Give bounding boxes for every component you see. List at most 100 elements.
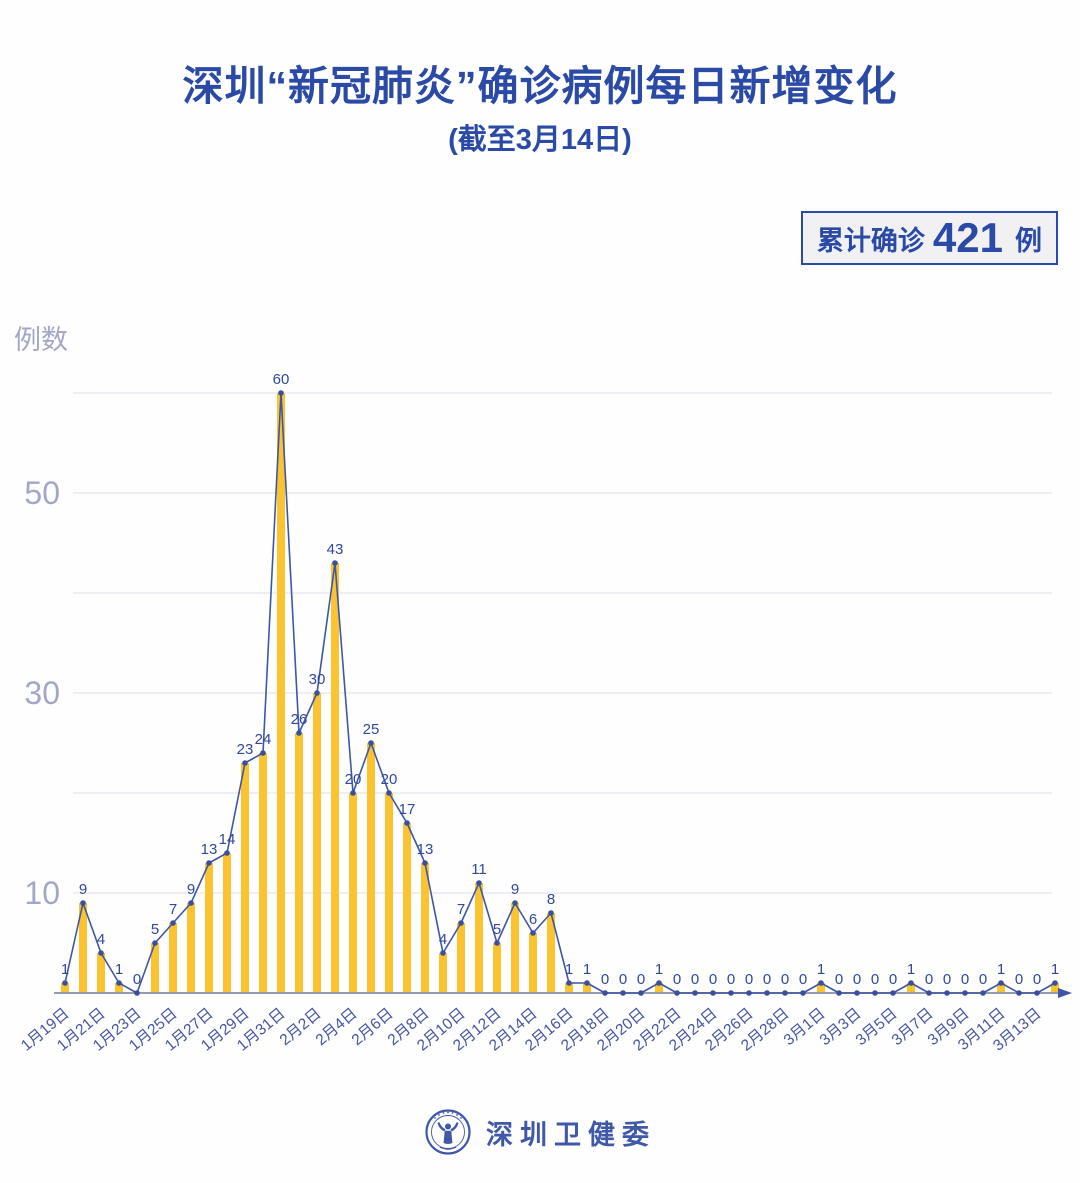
- data-point-marker: [1016, 990, 1022, 996]
- data-point-marker: [350, 790, 356, 796]
- data-point-marker: [260, 750, 266, 756]
- data-point-marker: [422, 860, 428, 866]
- bar: [475, 883, 483, 993]
- data-point-marker: [782, 990, 788, 996]
- value-label: 13: [417, 841, 434, 858]
- value-label: 0: [871, 971, 879, 988]
- bar: [439, 953, 447, 993]
- data-point-marker: [80, 900, 86, 906]
- data-point-marker: [854, 990, 860, 996]
- x-axis-arrow: [1058, 988, 1072, 998]
- value-label: 11: [471, 861, 487, 878]
- value-label: 0: [601, 971, 609, 988]
- value-label: 0: [745, 971, 753, 988]
- data-point-marker: [278, 390, 284, 396]
- data-point-marker: [818, 980, 824, 986]
- data-point-marker: [1052, 980, 1058, 986]
- data-point-marker: [458, 920, 464, 926]
- bar: [331, 563, 339, 993]
- data-point-marker: [206, 860, 212, 866]
- bar: [655, 983, 663, 993]
- data-point-marker: [476, 880, 482, 886]
- value-label: 5: [151, 921, 159, 938]
- data-point-marker: [962, 990, 968, 996]
- bar: [349, 793, 357, 993]
- data-point-marker: [62, 980, 68, 986]
- data-point-marker: [98, 950, 104, 956]
- bar: [115, 983, 123, 993]
- value-label: 7: [457, 901, 465, 918]
- value-label: 9: [511, 881, 519, 898]
- value-label: 25: [363, 721, 380, 738]
- data-point-marker: [512, 900, 518, 906]
- data-point-marker: [656, 980, 662, 986]
- data-point-marker: [944, 990, 950, 996]
- value-label: 5: [493, 921, 501, 938]
- bar: [565, 983, 573, 993]
- value-label: 60: [273, 371, 290, 388]
- value-label: 4: [97, 931, 105, 948]
- y-tick-label: 50: [24, 475, 60, 511]
- y-axis-title: 例数: [14, 325, 68, 355]
- data-point-marker: [404, 820, 410, 826]
- daily-new-cases-chart: 1030501941057913142324602630432025201713…: [18, 371, 1072, 1055]
- data-point-marker: [728, 990, 734, 996]
- value-label: 1: [817, 961, 825, 978]
- bar: [205, 863, 213, 993]
- data-point-marker: [836, 990, 842, 996]
- page-title: 深圳“新冠肺炎”确诊病例每日新增变化: [182, 63, 898, 109]
- bar: [61, 983, 69, 993]
- value-label: 14: [219, 831, 236, 848]
- value-label: 0: [763, 971, 771, 988]
- brand-footer: 深圳卫健委: [0, 1108, 1080, 1156]
- value-label: 1: [583, 961, 591, 978]
- value-label: 0: [925, 971, 933, 988]
- value-label: 43: [327, 541, 344, 558]
- value-label: 7: [169, 901, 177, 918]
- value-label: 26: [291, 711, 308, 728]
- bar: [259, 753, 267, 993]
- bar: [457, 923, 465, 993]
- value-label: 0: [691, 971, 699, 988]
- data-point-marker: [872, 990, 878, 996]
- data-point-marker: [980, 990, 986, 996]
- cumulative-confirmed-badge: 累计确诊 421 例: [800, 211, 1058, 265]
- value-label: 23: [237, 741, 254, 758]
- data-point-marker: [764, 990, 770, 996]
- data-point-marker: [620, 990, 626, 996]
- badge-total-value: 421: [932, 214, 1003, 261]
- value-label: 1: [907, 961, 915, 978]
- data-point-marker: [1034, 990, 1040, 996]
- value-label: 17: [399, 801, 416, 818]
- data-point-marker: [386, 790, 392, 796]
- bar: [241, 763, 249, 993]
- data-point-marker: [908, 980, 914, 986]
- data-point-marker: [188, 900, 194, 906]
- data-point-marker: [440, 950, 446, 956]
- bar: [277, 393, 285, 993]
- value-label: 1: [115, 961, 123, 978]
- value-label: 4: [439, 931, 447, 948]
- data-point-marker: [584, 980, 590, 986]
- data-point-marker: [692, 990, 698, 996]
- bar: [403, 823, 411, 993]
- value-label: 9: [187, 881, 195, 898]
- value-label: 0: [133, 971, 141, 988]
- value-label: 6: [529, 911, 537, 928]
- data-point-marker: [368, 740, 374, 746]
- value-label: 0: [853, 971, 861, 988]
- brand-logo-icon: [425, 1109, 471, 1155]
- value-label: 0: [673, 971, 681, 988]
- data-point-marker: [890, 990, 896, 996]
- value-label: 8: [547, 891, 555, 908]
- value-label: 0: [1033, 971, 1041, 988]
- value-label: 0: [727, 971, 735, 988]
- data-point-marker: [926, 990, 932, 996]
- bar: [79, 903, 87, 993]
- data-point-marker: [170, 920, 176, 926]
- bar: [223, 853, 231, 993]
- data-point-marker: [224, 850, 230, 856]
- value-label: 0: [799, 971, 807, 988]
- bar: [583, 983, 591, 993]
